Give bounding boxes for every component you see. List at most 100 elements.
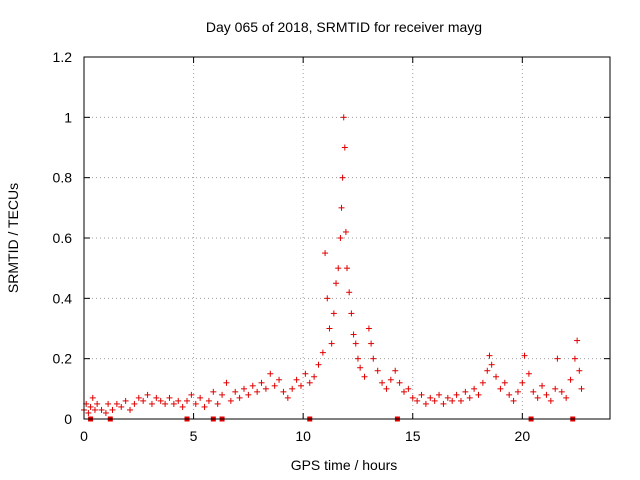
data-point [350, 331, 357, 338]
data-point [311, 373, 318, 380]
data-point [354, 355, 361, 362]
data-point [534, 394, 541, 401]
data-point [324, 295, 331, 302]
data-point [330, 310, 337, 317]
data-point [466, 394, 473, 401]
x-axis-label: GPS time / hours [291, 457, 398, 473]
data-point [122, 397, 129, 404]
data-point [543, 391, 550, 398]
data-point [245, 391, 252, 398]
data-point [319, 349, 326, 356]
data-point [184, 397, 191, 404]
data-point [567, 376, 574, 383]
data-point [552, 385, 559, 392]
data-point [267, 370, 274, 377]
data-point [431, 397, 438, 404]
data-point [280, 388, 287, 395]
data-point [418, 391, 425, 398]
data-point [284, 394, 291, 401]
data-point [436, 391, 443, 398]
data-point [453, 391, 460, 398]
data-point [449, 397, 456, 404]
data-point [539, 382, 546, 389]
data-point [368, 340, 375, 347]
data-point [574, 337, 581, 344]
data-point [340, 114, 347, 121]
y-tick-label: 0.6 [53, 230, 73, 246]
data-point [341, 144, 348, 151]
data-point [210, 388, 217, 395]
data-point [479, 379, 486, 386]
data-point [506, 391, 513, 398]
data-point [109, 406, 116, 413]
data-point [501, 379, 508, 386]
y-tick-label: 0 [64, 411, 72, 427]
data-point [440, 400, 447, 407]
data-point [422, 400, 429, 407]
data-point [276, 376, 283, 383]
data-point [486, 352, 493, 359]
data-point [427, 394, 434, 401]
data-point [457, 397, 464, 404]
y-tick-label: 0.4 [53, 290, 73, 306]
data-point [374, 367, 381, 374]
data-point [514, 388, 521, 395]
data-point [223, 379, 230, 386]
data-point [578, 385, 585, 392]
data-point [258, 379, 265, 386]
data-point [333, 280, 340, 287]
data-point [91, 406, 98, 413]
data-point [521, 352, 528, 359]
data-point [166, 394, 173, 401]
data-point [547, 397, 554, 404]
data-point [571, 355, 578, 362]
data-point [236, 394, 243, 401]
axis-ticks: 0 0.2 0.4 0.6 0.8 1 1.2 0 5 10 15 20 [53, 49, 610, 444]
data-point [89, 394, 96, 401]
data-point [153, 394, 160, 401]
data-point [113, 400, 120, 407]
data-point [396, 379, 403, 386]
data-point [344, 265, 350, 272]
data-markers [81, 114, 585, 416]
data-point [197, 394, 204, 401]
data-point [262, 385, 269, 392]
data-point [306, 379, 313, 386]
data-point [240, 385, 247, 392]
data-point [170, 400, 177, 407]
data-point [322, 250, 329, 257]
data-point [554, 355, 561, 362]
data-point [94, 400, 101, 407]
data-point [118, 403, 125, 410]
data-point [519, 379, 526, 386]
data-point [392, 367, 399, 374]
data-point [140, 397, 147, 404]
grid-lines [84, 57, 610, 419]
data-point [315, 361, 322, 368]
data-point [370, 355, 377, 362]
data-point [383, 385, 390, 392]
data-point [379, 379, 386, 386]
y-tick-label: 0.2 [53, 351, 73, 367]
data-point [339, 174, 346, 181]
data-point [400, 388, 407, 395]
data-point [219, 391, 226, 398]
data-point [179, 403, 186, 410]
plot-area-frame [83, 56, 611, 420]
data-point [342, 228, 349, 235]
data-point [338, 204, 345, 211]
data-point [328, 340, 335, 347]
data-point [326, 325, 333, 332]
data-point [361, 373, 368, 380]
data-point [188, 391, 195, 398]
y-tick-label: 1.2 [53, 49, 73, 65]
data-point [387, 376, 394, 383]
data-point [510, 397, 517, 404]
data-point [85, 409, 92, 416]
data-point [232, 388, 239, 395]
data-point [144, 391, 151, 398]
data-point [293, 376, 300, 383]
y-axis-label: SRMTID / TECUs [5, 183, 21, 293]
data-point [471, 385, 478, 392]
data-point [497, 385, 504, 392]
